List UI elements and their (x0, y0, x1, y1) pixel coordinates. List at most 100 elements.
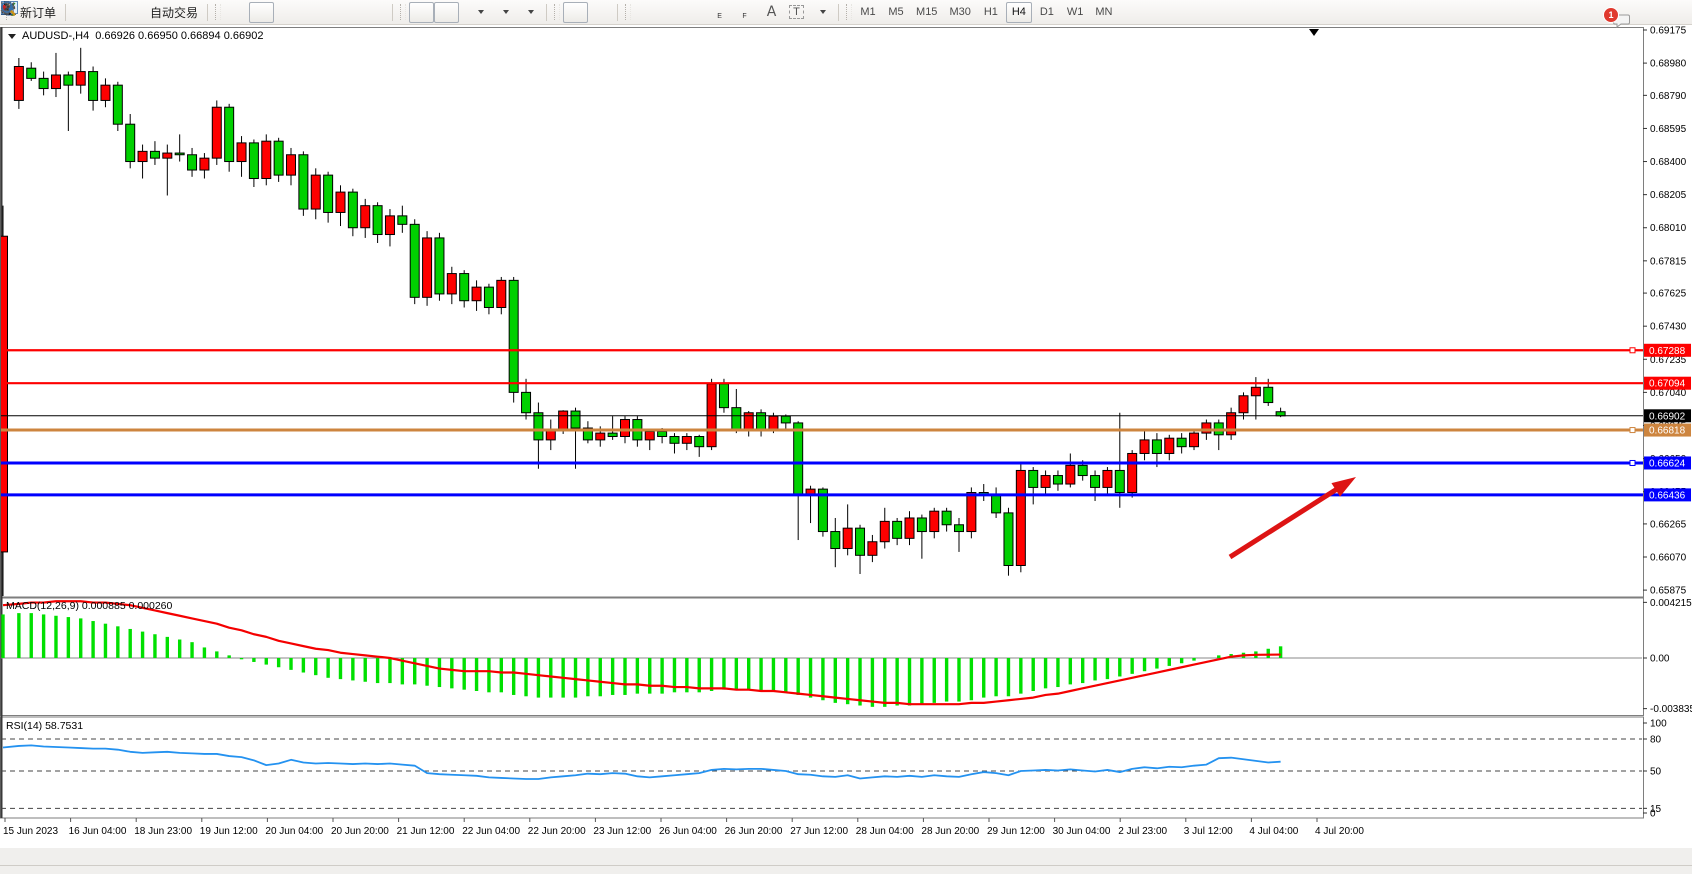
svg-text:27 Jun 12:00: 27 Jun 12:00 (790, 826, 848, 837)
text-tool-button[interactable]: A (759, 2, 784, 23)
new-chart-button[interactable] (2, 2, 492, 23)
vertical-line-tool-button[interactable] (5, 1, 659, 23)
candle (953, 517, 964, 552)
macd-axis[interactable]: 0.004215 0.00 -0.003835 (1643, 598, 1692, 715)
line-chart-button[interactable] (1, 2, 299, 23)
chart-title[interactable]: AUDUSD-,H4 0.66926 0.66950 0.66894 0.669… (8, 30, 263, 42)
svg-text:0.68980: 0.68980 (1650, 59, 1687, 70)
candle (174, 134, 185, 162)
svg-text:4 Jul 20:00: 4 Jul 20:00 (1315, 826, 1364, 837)
toolbar-grip[interactable] (400, 4, 407, 20)
time-axis[interactable]: 15 Jun 2023 16 Jun 04:00 18 Jun 23:00 19 Ju… (3, 818, 1364, 837)
candle (867, 534, 878, 563)
text-tool-icon: A (766, 4, 777, 20)
candle (830, 517, 841, 568)
line-handle[interactable] (1629, 347, 1636, 354)
zoom-out-button[interactable] (1, 1, 357, 23)
svg-text:0.68790: 0.68790 (1650, 91, 1687, 102)
toolbar-grip[interactable] (625, 4, 632, 20)
equidistant-channel-tool-button[interactable]: E (0, 1, 734, 23)
search-button[interactable] (1, 1, 1602, 23)
search-icon (1, 1, 16, 16)
line-handle[interactable] (1629, 427, 1636, 434)
candle (1226, 407, 1237, 440)
tile-windows-button[interactable] (1, 2, 388, 23)
svg-text:19 Jun 12:00: 19 Jun 12:00 (200, 826, 258, 837)
autotrading-button[interactable]: 自动交易 (2, 1, 203, 23)
toolbar-grip[interactable] (215, 4, 222, 20)
candle (1164, 434, 1175, 461)
candle (521, 378, 532, 420)
toolbar-grip[interactable] (846, 4, 853, 20)
timeframe-M1[interactable]: M1 (855, 2, 881, 23)
candle (298, 151, 309, 216)
toolbar-grip[interactable] (554, 4, 561, 20)
candle (286, 147, 297, 186)
candle (855, 524, 866, 574)
svg-text:22 Jun 20:00: 22 Jun 20:00 (528, 826, 586, 837)
text-label-tool-button[interactable]: T (784, 2, 809, 23)
chart-shift-button[interactable] (2, 1, 435, 23)
candle (261, 134, 272, 186)
candle (75, 47, 86, 94)
timeframe-M15[interactable]: M15 (911, 2, 942, 23)
macd-indicator-label: MACD(12,26,9) 0.000885 0.000260 (6, 600, 173, 612)
arrows-tool-button[interactable] (1, 2, 834, 23)
timeframe-W1[interactable]: W1 (1062, 2, 1089, 23)
chart-shift-marker[interactable] (1309, 29, 1319, 36)
candle (941, 507, 952, 532)
timeframe-MN[interactable]: MN (1090, 2, 1117, 23)
candle (1040, 470, 1051, 495)
bars-chart-button[interactable] (2, 2, 249, 23)
candle (842, 504, 853, 556)
timeframe-H4[interactable]: H4 (1005, 1, 1032, 23)
svg-text:0.67288: 0.67288 (1649, 346, 1686, 357)
horizontal-line-tool-button[interactable] (1, 2, 684, 23)
candle (38, 71, 49, 96)
svg-text:0.68010: 0.68010 (1650, 223, 1687, 234)
svg-text:15: 15 (1650, 804, 1662, 815)
chart-title-caret-icon[interactable] (8, 33, 16, 39)
timeframe-M5[interactable]: M5 (883, 2, 909, 23)
sounds-button[interactable] (1, 1, 145, 23)
fibonacci-tool-button[interactable]: F (1, 2, 759, 23)
candle (149, 141, 160, 165)
trendline-tool-button[interactable] (1, 2, 709, 23)
rsi-axis[interactable]: 100 80 50 150 (1643, 719, 1667, 820)
data-window-button[interactable] (1, 1, 120, 23)
svg-text:29 Jun 12:00: 29 Jun 12:00 (987, 826, 1045, 837)
svg-text:15 Jun 2023: 15 Jun 2023 (3, 826, 58, 837)
cursor-button[interactable] (4, 1, 589, 23)
timeframe-H1[interactable]: H1 (978, 2, 1004, 23)
svg-text:0.00: 0.00 (1650, 654, 1670, 665)
trend-arrow-object[interactable] (1228, 477, 1356, 560)
line-handle[interactable] (1629, 459, 1636, 466)
candlestick-series (1, 47, 1286, 597)
svg-text:4 Jul 04:00: 4 Jul 04:00 (1249, 826, 1298, 837)
crosshair-button[interactable] (1, 1, 613, 23)
svg-text:0.67094: 0.67094 (1649, 379, 1686, 390)
candle (1052, 470, 1063, 491)
svg-text:0.68595: 0.68595 (1650, 124, 1687, 135)
candle (929, 507, 940, 539)
svg-text:50: 50 (1650, 767, 1662, 778)
market-watch-button[interactable] (1, 2, 95, 23)
period-button[interactable] (1, 1, 517, 23)
candle (13, 58, 24, 109)
svg-text:100: 100 (1650, 719, 1667, 730)
new-order-button[interactable]: 新订单 (2, 1, 61, 23)
candle (1, 205, 8, 597)
candles-chart-button[interactable] (2, 1, 275, 23)
auto-scroll-button[interactable] (2, 1, 460, 23)
candle (879, 507, 890, 549)
candle (681, 433, 692, 451)
candle (1028, 467, 1039, 505)
candle (1139, 429, 1150, 461)
macd-indicator (1, 600, 1642, 707)
candle (533, 402, 544, 469)
zoom-in-button[interactable] (1, 1, 332, 23)
svg-text:0.66436: 0.66436 (1649, 490, 1686, 501)
templates-button[interactable] (1, 1, 542, 23)
timeframe-D1[interactable]: D1 (1034, 2, 1060, 23)
timeframe-M30[interactable]: M30 (944, 2, 975, 23)
